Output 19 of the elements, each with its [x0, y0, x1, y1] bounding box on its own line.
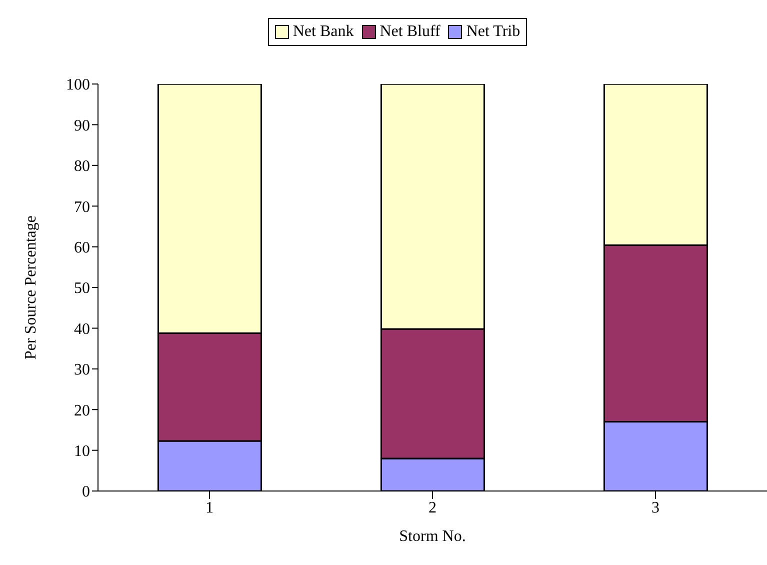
legend-label: Net Bank: [292, 23, 354, 41]
y-axis-title: Per Source Percentage: [22, 216, 40, 360]
y-tick-label: 70: [74, 198, 90, 216]
y-tick-label: 100: [66, 76, 90, 94]
x-tick-label: 1: [206, 499, 214, 516]
x-tick-label: 2: [428, 499, 436, 516]
y-tick-label: 40: [74, 320, 90, 338]
legend-label: Net Bluff: [378, 23, 440, 41]
y-tick-label: 30: [74, 362, 90, 379]
y-tick-label: 60: [74, 239, 90, 256]
y-tick-label: 80: [74, 158, 90, 176]
y-tick-label: 20: [74, 402, 90, 420]
y-tick-label: 0: [82, 484, 90, 501]
y-tick-label: 50: [74, 280, 90, 298]
y-tick-label: 10: [74, 442, 90, 460]
x-axis-title: Storm No.: [399, 528, 466, 545]
legend-label: Net Trib: [465, 23, 520, 41]
x-tick-label: 3: [652, 499, 660, 516]
y-tick-label: 90: [74, 117, 90, 134]
